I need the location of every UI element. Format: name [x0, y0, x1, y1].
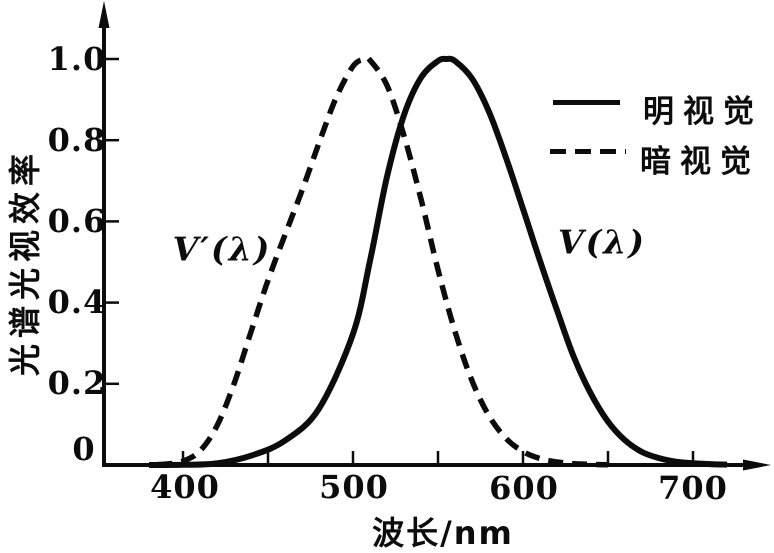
photopic-curve: [148, 55, 728, 469]
x-tick-label-700: 700: [658, 469, 728, 507]
photopic-curve-label: V(λ): [558, 222, 646, 262]
legend-label-scotopic: 暗视觉: [640, 144, 760, 180]
y-axis-arrow-icon: [98, 1, 110, 28]
y-tick-label-0.2: 0.2: [47, 364, 107, 402]
legend-label-photopic: 明视觉: [643, 94, 763, 130]
x-axis-title: 波长/nm: [372, 514, 514, 552]
y-tick-label-0: 0: [72, 430, 96, 468]
legend-dashed-line-icon: [550, 149, 626, 154]
x-tick-label-600: 600: [489, 469, 559, 507]
x-axis-arrow-icon: [743, 459, 771, 471]
x-tick-label-500: 500: [319, 468, 389, 506]
y-axis-ticks: [104, 57, 119, 386]
x-tick-label-400: 400: [150, 468, 220, 506]
scotopic-curve-label: V′(λ): [172, 229, 272, 269]
y-tick-label-0.8: 0.8: [47, 121, 107, 159]
y-tick-label-0.4: 0.4: [47, 283, 107, 321]
legend-solid-line-icon: [553, 100, 620, 105]
y-tick-label-0.6: 0.6: [47, 202, 107, 240]
y-tick-label-1.0: 1.0: [47, 40, 107, 78]
scotopic-curve: [157, 54, 609, 468]
y-axis-title: 光谱光视效率: [6, 147, 44, 377]
